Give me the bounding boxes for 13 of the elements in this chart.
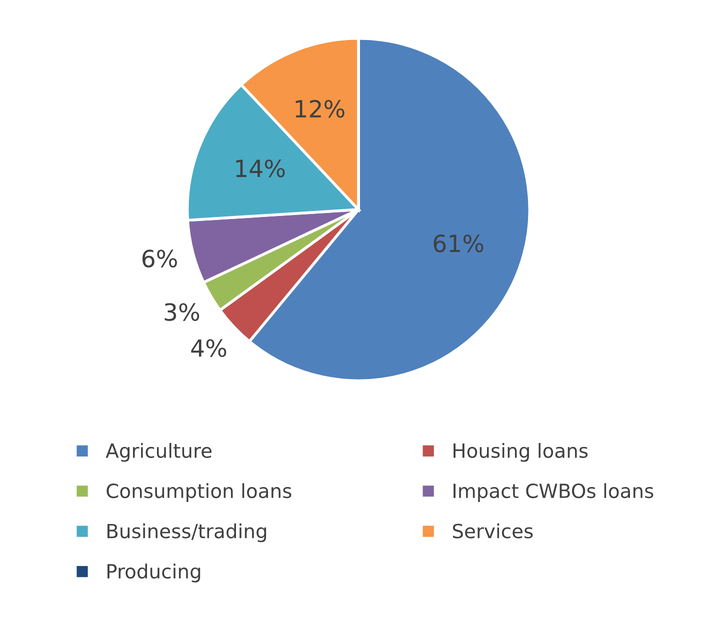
data-label: 61%: [434, 234, 484, 252]
data-label: 6%: [142, 250, 177, 268]
legend-label: Housing loans: [454, 442, 588, 462]
data-label: 4%: [191, 339, 226, 358]
legend-label: Impact CWBOs loans: [454, 483, 654, 502]
data-label: 12%: [296, 100, 344, 118]
legend-label: Agriculture: [106, 442, 212, 462]
legend-label: Business/trading: [108, 523, 266, 542]
data-label: 3%: [164, 303, 200, 321]
legend-label: Services: [452, 523, 533, 538]
data-label: 14%: [236, 159, 285, 178]
legend-label: Consumption loans: [106, 483, 292, 502]
legend-label: Producing: [108, 564, 200, 582]
